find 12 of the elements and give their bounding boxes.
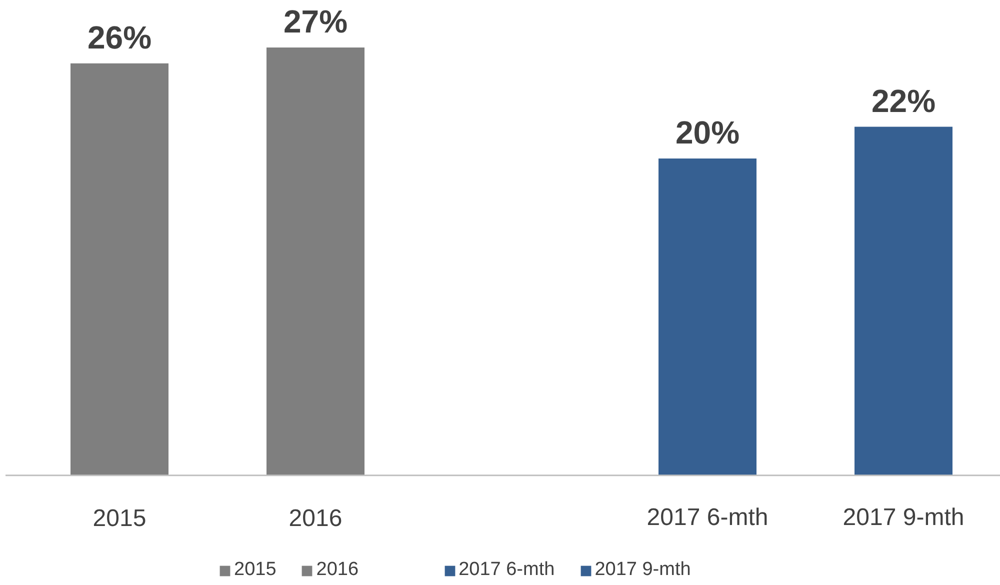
x-tick-label: 2017 9-mth [842, 504, 964, 531]
x-tick-label: 2016 [288, 505, 342, 532]
x-tick-label: 2017 6-mth [646, 504, 768, 531]
legend-label: 2017 6-mth [458, 559, 555, 581]
data-label: 22% [871, 82, 936, 119]
data-label: 20% [675, 114, 740, 150]
data-label: 27% [283, 4, 348, 40]
legend-label: 2015 [234, 559, 276, 581]
data-label: 26% [87, 19, 152, 56]
legend-label: 2016 [316, 559, 359, 581]
legend-label: 2017 9-mth [594, 559, 691, 581]
x-tick-label: 2015 [92, 505, 146, 532]
